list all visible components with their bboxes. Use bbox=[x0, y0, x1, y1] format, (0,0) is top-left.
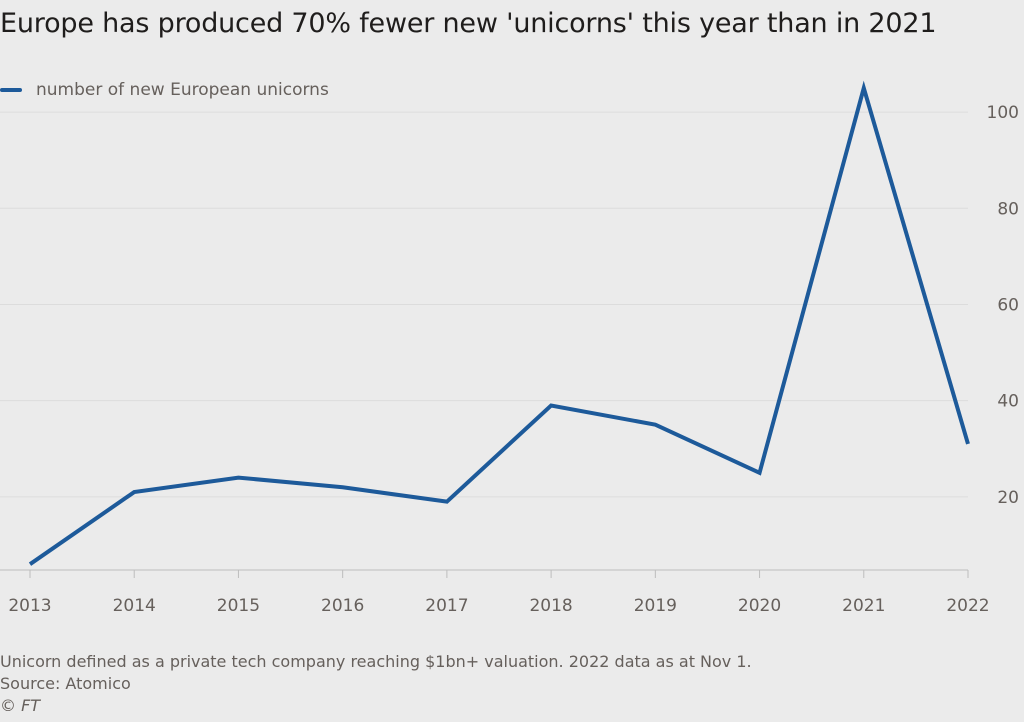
x-tick-label-2020: 2020 bbox=[738, 596, 781, 616]
legend: number of new European unicorns bbox=[0, 78, 329, 102]
footnotes: Unicorn defined as a private tech compan… bbox=[0, 651, 752, 717]
y-tick-label-80: 80 bbox=[997, 199, 1019, 219]
copyright: © FT bbox=[0, 696, 41, 715]
legend-label: number of new European unicorns bbox=[36, 80, 329, 100]
footnote-source: Source: Atomico bbox=[0, 674, 131, 693]
x-tick-label-2019: 2019 bbox=[634, 596, 677, 616]
x-tick-label-2022: 2022 bbox=[946, 596, 989, 616]
x-tick-label-2016: 2016 bbox=[321, 596, 364, 616]
footnote-definition: Unicorn defined as a private tech compan… bbox=[0, 652, 752, 671]
x-tick-label-2021: 2021 bbox=[842, 596, 885, 616]
series-line-0 bbox=[28, 80, 970, 566]
x-tick-label-2018: 2018 bbox=[529, 596, 572, 616]
y-tick-label-40: 40 bbox=[997, 392, 1019, 412]
y-tick-label-100: 100 bbox=[987, 103, 1019, 123]
y-tick-label-20: 20 bbox=[997, 488, 1019, 508]
series-layer bbox=[28, 80, 970, 566]
legend-swatch bbox=[0, 88, 22, 92]
x-axis-ticks: 2013 2014 2015 2016 2017 2018 2019 2020 2021 2022 bbox=[8, 570, 990, 616]
x-tick-label-2017: 2017 bbox=[425, 596, 468, 616]
x-tick-label-2014: 2014 bbox=[113, 596, 156, 616]
y-axis-ticks: 20 40 60 80 100 bbox=[987, 103, 1019, 508]
chart-title: Europe has produced 70% fewer new 'unico… bbox=[0, 8, 937, 39]
x-tick-label-2013: 2013 bbox=[8, 596, 51, 616]
y-tick-label-60: 60 bbox=[997, 295, 1019, 315]
x-tick-label-2015: 2015 bbox=[217, 596, 260, 616]
line-chart: 20 40 60 80 100 2013 2014 2015 2016 2017 2018 2019… bbox=[0, 80, 1019, 616]
gridlines bbox=[0, 111, 968, 498]
